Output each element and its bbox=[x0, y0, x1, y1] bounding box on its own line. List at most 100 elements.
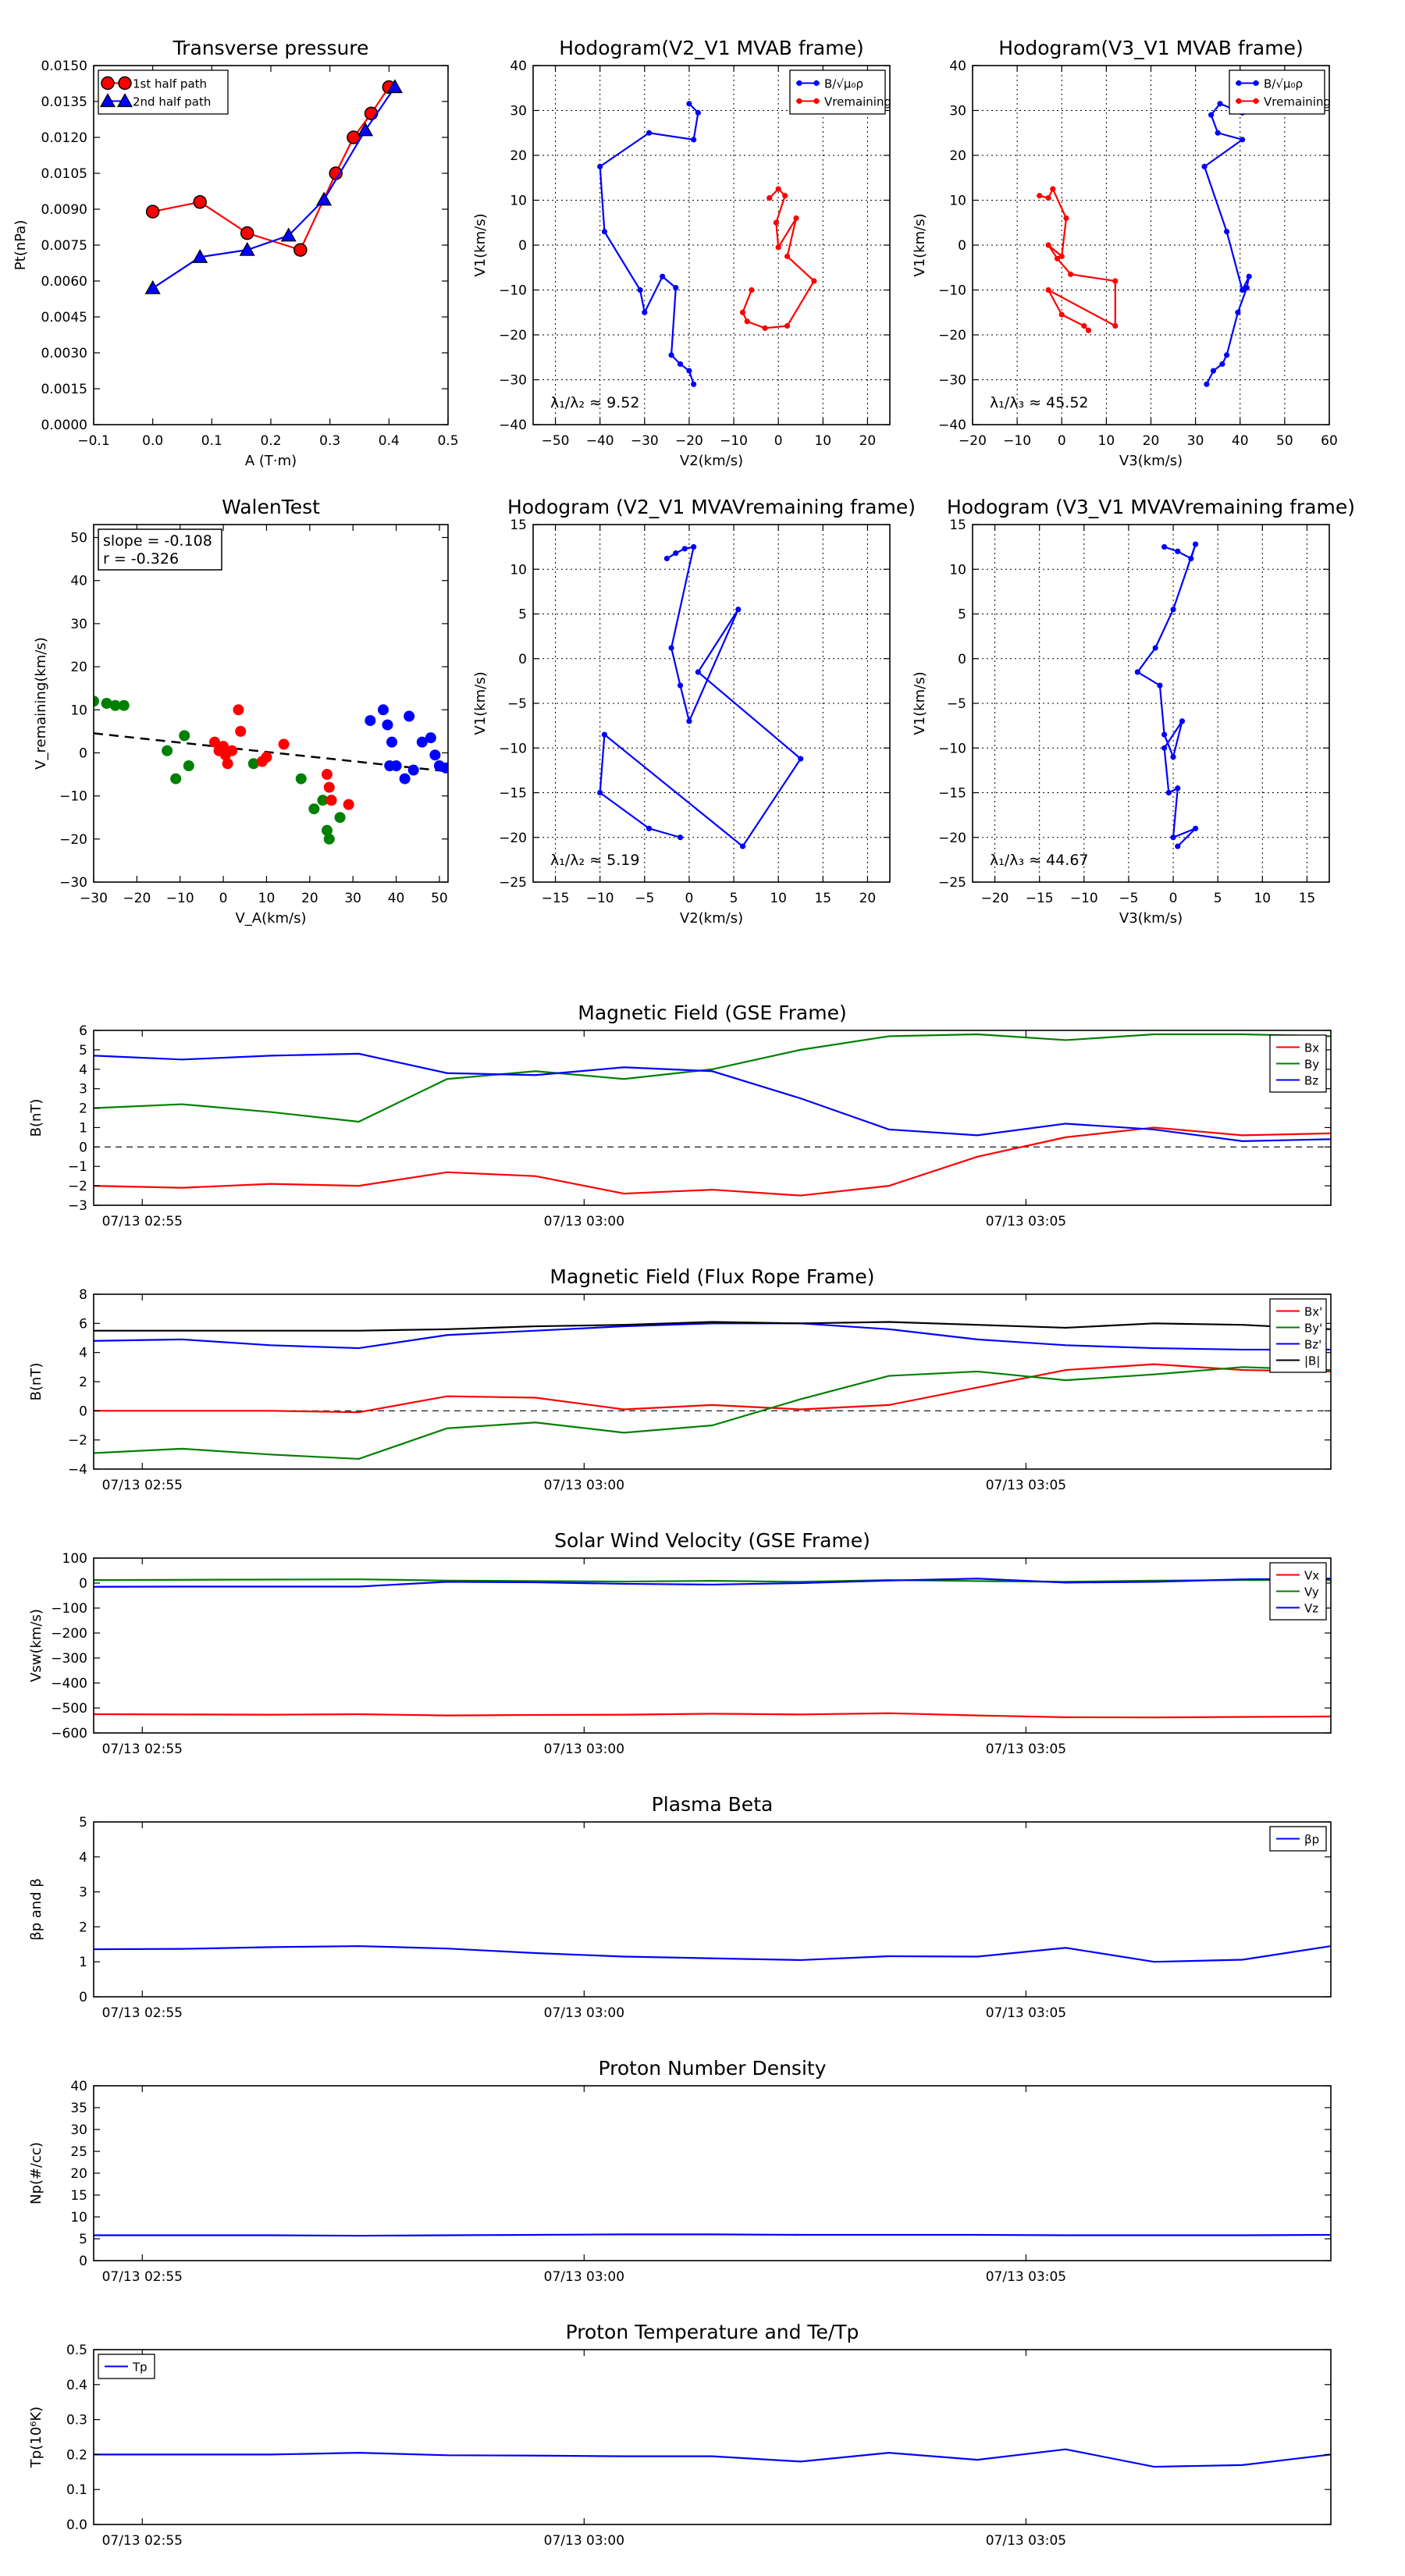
chart-title: Proton Number Density bbox=[599, 2057, 827, 2080]
y-tick-label: 6 bbox=[79, 1023, 87, 1039]
y-tick-label: 3 bbox=[79, 1082, 87, 1098]
chart-pressure: −0.1 0.0 0.1 0.2 0.3 0.4 0.5 0.0000 0.0015 0.0030… bbox=[12, 37, 459, 469]
x-tick-label: 07/13 02:55 bbox=[102, 2269, 183, 2285]
y-tick-label: −20 bbox=[938, 328, 966, 343]
y-tick-label: 0.0015 bbox=[41, 382, 87, 397]
x-tick-label: −20 bbox=[959, 433, 987, 449]
chart-title: Solar Wind Velocity (GSE Frame) bbox=[554, 1529, 870, 1552]
series-line-2 bbox=[94, 1322, 1331, 1351]
data-point-1-13 bbox=[325, 795, 337, 806]
series-line-2 bbox=[94, 1578, 1331, 1588]
y-tick-label: −10 bbox=[499, 283, 527, 299]
y-tick-label: 1 bbox=[79, 1955, 87, 1970]
data-point-0-4 bbox=[597, 163, 603, 169]
series-group bbox=[1134, 541, 1199, 849]
y-tick-label: 0 bbox=[958, 238, 966, 254]
y-tick-label: 0 bbox=[79, 745, 87, 761]
y-tick-label: 25 bbox=[70, 2144, 87, 2160]
data-point-1-8 bbox=[1112, 278, 1119, 284]
y-tick-label: 20 bbox=[949, 148, 966, 164]
x-tick-label: 07/13 03:00 bbox=[544, 1742, 624, 1757]
y-tick-label: 5 bbox=[518, 607, 527, 623]
x-tick-label: 0 bbox=[685, 891, 694, 906]
data-point-0-0 bbox=[663, 555, 670, 562]
stats-line: slope = -0.108 bbox=[103, 532, 212, 550]
y-tick-label: 10 bbox=[70, 2210, 87, 2226]
data-point-1-7 bbox=[235, 725, 247, 737]
x-tick-label: 20 bbox=[859, 891, 877, 906]
chart-title: Hodogram(V2_V1 MVAB frame) bbox=[559, 37, 863, 59]
y-tick-label: 6 bbox=[79, 1316, 87, 1332]
y-tick-label: −400 bbox=[51, 1676, 87, 1692]
legend: Tp bbox=[98, 2354, 155, 2379]
x-tick-label: −50 bbox=[542, 433, 570, 449]
legend-label: B/√μ₀ρ bbox=[1264, 77, 1303, 91]
y-tick-label: 0 bbox=[79, 2254, 87, 2269]
series-line-1 bbox=[152, 86, 396, 290]
y-tick-label: 10 bbox=[949, 194, 966, 209]
legend-label: Bz bbox=[1304, 1074, 1318, 1088]
x-tick-label: −15 bbox=[542, 891, 570, 906]
data-point-0-2 bbox=[240, 226, 254, 240]
data-point-0-0 bbox=[1161, 544, 1168, 550]
y-axis-label: V1(km/s) bbox=[912, 213, 928, 276]
data-point-0-3 bbox=[1193, 541, 1199, 547]
data-point-0-2 bbox=[1188, 555, 1194, 562]
y-tick-label: −5 bbox=[507, 696, 527, 712]
y-axis-label: Np(#/cc) bbox=[28, 2142, 44, 2204]
legend-marker bbox=[1236, 80, 1242, 87]
y-tick-label: −30 bbox=[938, 373, 966, 389]
x-tick-label: 07/13 03:00 bbox=[544, 2269, 624, 2285]
x-tick-label: 20 bbox=[859, 433, 877, 449]
x-tick-label: 20 bbox=[1143, 433, 1160, 449]
data-point-0-2 bbox=[691, 137, 697, 143]
legend-marker bbox=[101, 76, 115, 91]
y-tick-label: 0.3 bbox=[66, 2413, 87, 2428]
y-tick-label: 0.4 bbox=[66, 2378, 87, 2393]
y-tick-label: −10 bbox=[938, 741, 966, 756]
x-tick-label: −5 bbox=[635, 891, 654, 906]
data-point-0-0 bbox=[686, 101, 692, 107]
data-point-0-13 bbox=[1210, 368, 1217, 374]
y-tick-label: 0 bbox=[79, 1576, 87, 1592]
data-point-0-1 bbox=[673, 550, 679, 557]
y-tick-label: 40 bbox=[70, 574, 87, 589]
data-point-0-12 bbox=[321, 824, 333, 836]
y-tick-label: 0.0120 bbox=[41, 130, 87, 146]
data-point-0-5 bbox=[1201, 163, 1208, 169]
y-tick-label: 15 bbox=[510, 518, 527, 533]
data-point-1-11 bbox=[321, 769, 333, 781]
y-tick-label: 30 bbox=[949, 104, 966, 119]
data-point-1-2 bbox=[1050, 186, 1056, 192]
data-point-0-14 bbox=[1170, 834, 1176, 841]
data-point-0-5 bbox=[677, 682, 684, 688]
legend-label: By' bbox=[1304, 1322, 1322, 1336]
plot-frame bbox=[93, 1030, 1332, 1206]
y-tick-label: 15 bbox=[949, 518, 966, 533]
legend-label: |B| bbox=[1304, 1354, 1320, 1368]
chart-hodo3: −15 −10 −5 0 5 10 15 20−25−20−15−10−5051015Hodo… bbox=[472, 496, 916, 927]
series-group bbox=[94, 1033, 1331, 1197]
data-point-0-15 bbox=[1193, 825, 1199, 831]
data-point-0-9 bbox=[1243, 285, 1250, 291]
x-tick-label: 30 bbox=[1187, 433, 1204, 449]
y-tick-label: 0.0075 bbox=[41, 238, 87, 254]
data-point-0-12 bbox=[1219, 361, 1225, 367]
legend-marker bbox=[116, 93, 133, 108]
data-point-1-4 bbox=[222, 758, 233, 770]
plot-frame bbox=[93, 524, 449, 883]
data-point-1-6 bbox=[784, 253, 791, 259]
x-tick-label: 07/13 03:05 bbox=[986, 1478, 1066, 1493]
x-tick-label: −10 bbox=[1003, 433, 1031, 449]
y-tick-label: −40 bbox=[499, 418, 527, 433]
x-tick-label: 07/13 03:05 bbox=[986, 1742, 1066, 1757]
y-tick-label: 10 bbox=[510, 562, 527, 578]
chart-beta: 07/13 02:55 07/13 03:00 07/13 03:05 0 1 2 3 4 5 P… bbox=[28, 1793, 1332, 2021]
data-point-0-1 bbox=[101, 698, 112, 709]
data-point-0-8 bbox=[1246, 273, 1252, 279]
y-tick-label: 0.0045 bbox=[41, 310, 87, 326]
y-tick-label: 0 bbox=[79, 1140, 87, 1155]
series-group bbox=[94, 1321, 1331, 1461]
y-tick-label: −3 bbox=[68, 1198, 87, 1214]
